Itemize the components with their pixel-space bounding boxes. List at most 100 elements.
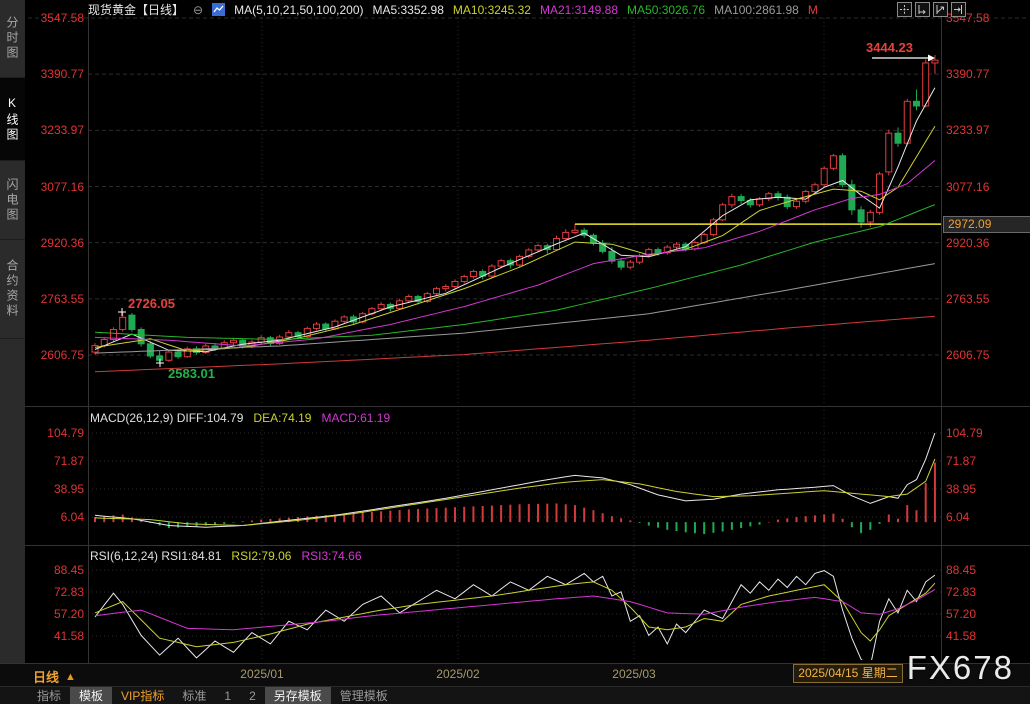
x-axis-month-label: 2025/02 (436, 667, 480, 681)
toolbar-item-preset-2[interactable]: 2 (249, 688, 256, 703)
axis-tick-label: 3233.97 (946, 123, 990, 138)
sidebar-tab-label: K线图 (5, 95, 19, 143)
axis-tick-label: 2763.55 (40, 291, 84, 306)
indicator-header-value: MACD:61.19 (321, 411, 391, 425)
chart-type-sidebar: 分时图 K线图 闪电图 合约资料 (0, 0, 25, 663)
toolbar-item-preset-1[interactable]: 1 (224, 688, 232, 703)
toolbar-item-manage-template[interactable]: 管理模板 (339, 688, 388, 703)
x-axis-month-label: 2025/01 (240, 667, 284, 681)
ma21-value: MA21:3149.88 (539, 2, 619, 17)
indicator-chart-icon[interactable] (212, 3, 226, 16)
current-price-badge: 2972.09 (943, 216, 1030, 234)
ma200-value-truncated: M (807, 2, 818, 17)
rsi-panel-header: RSI(6,12,24) RSI1:84.81 RSI2:79.06 RSI3:74… (90, 549, 362, 563)
axis-scale-right-icon[interactable] (933, 2, 948, 17)
period-arrow-icon: ▲ (65, 670, 76, 683)
axis-tick-label: 57.20 (53, 607, 84, 621)
price-annotation: 2583.01 (168, 366, 215, 381)
price-annotation: 3444.23 (866, 40, 913, 55)
x-axis-month-label: 2025/03 (612, 667, 656, 681)
indicator-header-value: RSI(6,12,24) RSI1:84.81 (90, 549, 222, 563)
axis-tick-label: 6.04 (60, 510, 84, 524)
watermark-logo: FX678 (906, 649, 1014, 686)
ma100-value: MA100:2861.98 (714, 2, 799, 17)
axis-tick-label: 3390.77 (946, 67, 990, 82)
period-selector[interactable]: 日线 ▲ (33, 667, 76, 686)
axis-tick-label: 57.20 (946, 607, 977, 621)
chart-tool-icons (897, 2, 966, 17)
axis-tick-label: 88.45 (53, 563, 84, 577)
bottom-toolbar: 指标 模板 VIP指标 标准 1 2 另存模板 管理模板 (0, 686, 1030, 704)
sidebar-tab-timeline-chart[interactable]: 分时图 (0, 0, 25, 78)
axis-tick-label: 2920.36 (946, 235, 990, 250)
axis-tick-label: 2763.55 (946, 291, 990, 306)
axis-tick-label: 41.58 (53, 629, 84, 643)
ma-line-ma100 (94, 263, 935, 354)
axis-tick-label: 104.79 (946, 426, 983, 440)
axis-tick-label: 71.87 (946, 454, 977, 468)
toolbar-item-template[interactable]: 模板 (70, 686, 113, 704)
sidebar-tab-label: 闪电图 (5, 177, 19, 223)
ma-line-ma5 (94, 87, 936, 353)
sidebar-tab-label: 合约资料 (5, 259, 19, 319)
axis-tick-label: 6.04 (946, 510, 970, 524)
axis-tick-label: 88.45 (946, 563, 977, 577)
axis-tick-label: 41.58 (946, 629, 977, 643)
ma-line-ma21 (94, 160, 936, 347)
period-label: 日线 (33, 670, 60, 685)
axis-tick-label: 2606.75 (40, 348, 84, 362)
collapse-icon[interactable]: ⊖ (193, 2, 204, 17)
axis-scale-left-icon[interactable] (915, 2, 930, 17)
shift-chart-right-icon[interactable] (951, 2, 966, 17)
macd-panel-header: MACD(26,12,9) DIFF:104.79 DEA:74.19 MACD:6… (90, 411, 390, 425)
rsi-pane (94, 570, 936, 660)
sidebar-tab-contract-info[interactable]: 合约资料 (0, 240, 25, 339)
indicator-header-value: DEA:74.19 (253, 411, 312, 425)
macd-pane (94, 432, 936, 535)
axis-tick-label: 72.83 (53, 584, 84, 599)
axis-tick-label: 3547.58 (40, 11, 84, 25)
axis-tick-label: 71.87 (53, 454, 84, 468)
toolbar-item-vip-indicator[interactable]: VIP指标 (121, 688, 165, 703)
ma10-value: MA10:3245.32 (452, 2, 531, 17)
rsi-line-rsi2 (94, 581, 936, 648)
price-annotation: 2726.05 (128, 296, 175, 311)
ma-group-label: MA(5,10,21,50,100,200) (234, 2, 364, 17)
last-date-badge: 2025/04/15 星期二 (793, 664, 903, 683)
rsi-line-rsi3 (94, 588, 936, 631)
sidebar-tab-kline-chart[interactable]: K线图 (0, 78, 25, 161)
indicator-header-value: RSI2:79.06 (231, 549, 292, 563)
axis-tick-label: 38.95 (946, 482, 977, 496)
toolbar-item-indicator[interactable]: 指标 (37, 688, 62, 703)
axis-tick-label: 2920.36 (40, 235, 84, 250)
ma-line-ma10 (94, 126, 936, 352)
macd-dea-line (94, 458, 936, 527)
instrument-title: 现货黄金【日线】 (88, 3, 185, 17)
sidebar-tab-label: 分时图 (5, 16, 19, 61)
axis-tick-label: 3077.16 (40, 179, 84, 194)
ma50-value: MA50:3026.76 (627, 2, 706, 17)
indicator-header-value: MACD(26,12,9) DIFF:104.79 (90, 411, 244, 425)
axis-tick-label: 3077.16 (946, 179, 990, 194)
chart-topbar: 现货黄金【日线】 ⊖ MA(5,10,21,50,100,200) MA5:33… (88, 0, 818, 19)
crosshair-icon[interactable] (897, 2, 912, 17)
axis-tick-label: 2606.75 (946, 348, 990, 362)
axis-tick-label: 72.83 (946, 584, 977, 599)
toolbar-item-standard[interactable]: 标准 (182, 688, 207, 703)
ma-line-ma200 (94, 315, 935, 373)
axis-tick-label: 104.79 (47, 426, 84, 440)
indicator-header-value: RSI3:74.66 (301, 549, 362, 563)
sidebar-tab-lightning-chart[interactable]: 闪电图 (0, 161, 25, 240)
ma5-value: MA5:3352.98 (372, 2, 444, 17)
axis-tick-label: 3233.97 (40, 123, 84, 138)
axis-tick-label: 38.95 (53, 482, 84, 496)
axis-tick-label: 3390.77 (40, 67, 84, 82)
main-price-pane (91, 55, 941, 373)
macd-diff-line (94, 432, 936, 528)
gridlines (25, 10, 1030, 663)
rsi-line-rsi1 (94, 570, 936, 660)
toolbar-item-save-template[interactable]: 另存模板 (264, 686, 331, 704)
ma-line-ma50 (94, 204, 936, 341)
